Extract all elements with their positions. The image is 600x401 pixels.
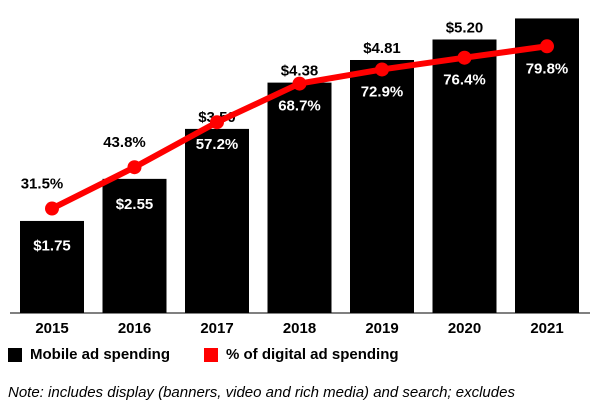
x-tick-2021: 2021 bbox=[530, 320, 563, 337]
bar-2019 bbox=[350, 59, 414, 313]
line-label-2017: 57.2% bbox=[196, 136, 239, 153]
bar-label-group: $1.75$2.55$3.50$4.38$4.81$5.20 bbox=[33, 19, 483, 254]
line-point-2017 bbox=[210, 115, 224, 130]
bar-series bbox=[20, 18, 579, 313]
bar-2020 bbox=[432, 39, 497, 313]
x-tick-2015: 2015 bbox=[35, 320, 68, 337]
bar-label-2019: $4.81 bbox=[363, 40, 401, 57]
legend-label-line: % of digital ad spending bbox=[226, 346, 399, 363]
bar-2017 bbox=[185, 128, 249, 313]
combo-chart: $1.75$2.55$3.50$4.38$4.81$5.20 201520162… bbox=[10, 18, 590, 337]
legend-swatch-line bbox=[204, 347, 219, 362]
chart-note: Note: includes display (banners, video a… bbox=[8, 384, 515, 401]
bar-2015 bbox=[20, 220, 84, 313]
x-tick-2016: 2016 bbox=[118, 320, 151, 337]
line-label-2019: 72.9% bbox=[361, 83, 404, 100]
bar-2016 bbox=[102, 178, 167, 313]
line-series bbox=[45, 39, 554, 216]
bar-label-2018: $4.38 bbox=[281, 63, 319, 80]
line-point-2015 bbox=[45, 201, 59, 216]
line-label-2020: 76.4% bbox=[443, 72, 486, 89]
bar-2018 bbox=[267, 82, 332, 313]
line-label-2016: 43.8% bbox=[103, 134, 146, 151]
line-point-2016 bbox=[127, 160, 142, 175]
line-point-2021 bbox=[540, 39, 554, 54]
line-point-2020 bbox=[457, 50, 472, 65]
x-tick-2018: 2018 bbox=[283, 320, 316, 337]
x-tick-2020: 2020 bbox=[448, 320, 481, 337]
line-point-2018 bbox=[292, 76, 307, 91]
bar-label-2016: $2.55 bbox=[116, 196, 154, 213]
line-label-2018: 68.7% bbox=[278, 98, 321, 115]
line-label-2021: 79.8% bbox=[526, 60, 569, 77]
legend-item-line: % of digital ad spending bbox=[204, 346, 399, 363]
legend: Mobile ad spending % of digital ad spend… bbox=[8, 346, 433, 363]
line-label-group: 31.5% 43.8% 57.2% 68.7% 72.9% 76.4% 79.8% bbox=[21, 60, 569, 192]
x-tick-labels: 2015 2016 2017 2018 2019 2020 2021 bbox=[35, 320, 563, 337]
line-point-2019 bbox=[375, 62, 389, 77]
x-tick-2017: 2017 bbox=[200, 320, 233, 337]
legend-swatch-bar bbox=[8, 347, 22, 362]
legend-item-bar: Mobile ad spending bbox=[8, 346, 170, 363]
legend-label-bar: Mobile ad spending bbox=[30, 346, 171, 363]
x-tick-2019: 2019 bbox=[365, 320, 398, 337]
line-label-2015: 31.5% bbox=[21, 176, 64, 193]
bar-2021 bbox=[515, 18, 579, 313]
bar-label-2015: $1.75 bbox=[33, 238, 71, 255]
bar-label-2020: $5.20 bbox=[446, 19, 484, 36]
